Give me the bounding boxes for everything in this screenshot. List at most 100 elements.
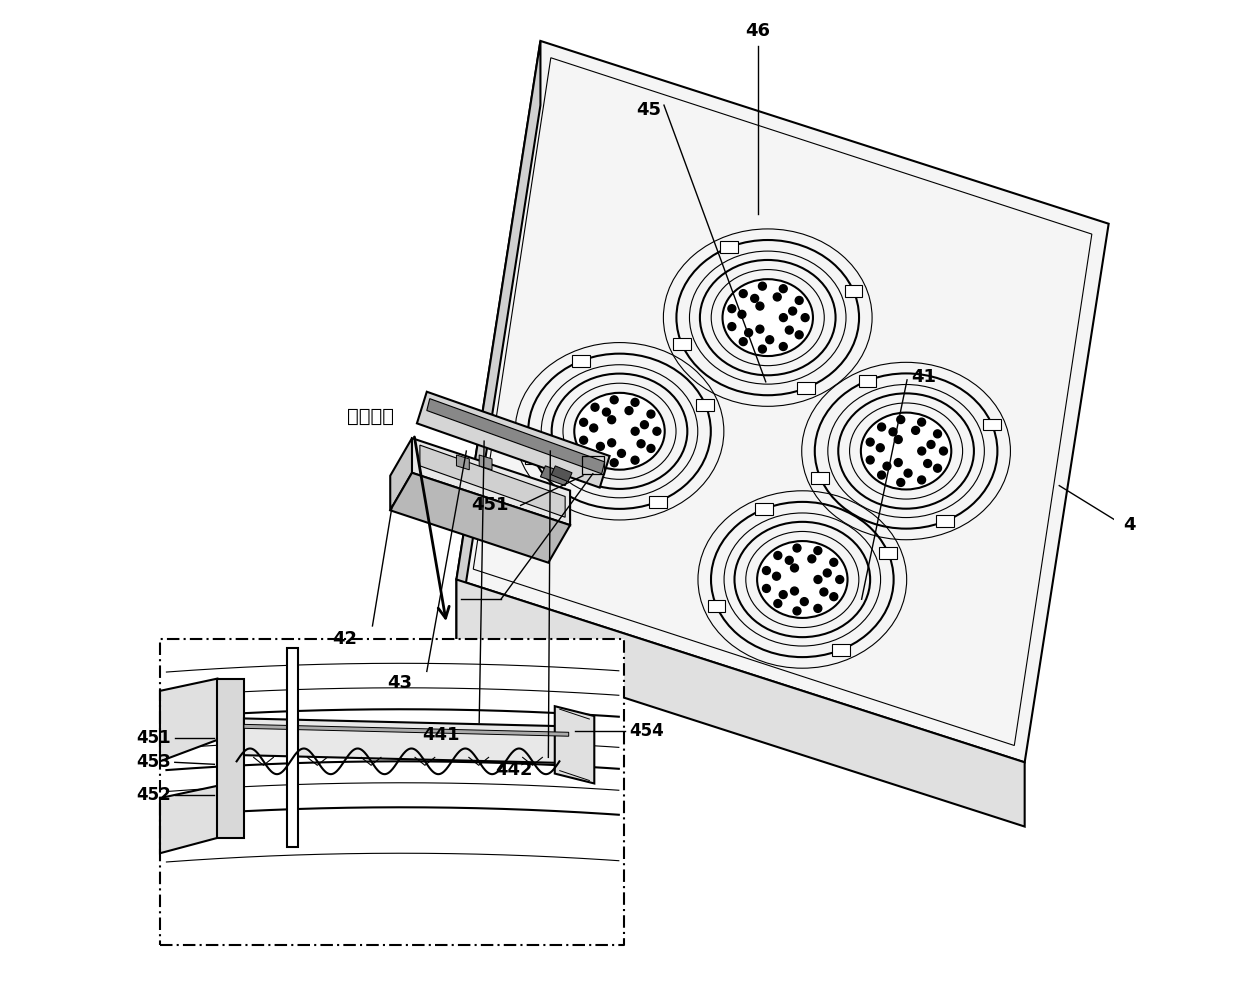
Circle shape	[637, 440, 646, 448]
Ellipse shape	[861, 412, 952, 490]
Circle shape	[647, 410, 655, 418]
Bar	[572, 355, 590, 367]
Polygon shape	[244, 718, 569, 763]
Circle shape	[641, 421, 648, 429]
Circle shape	[751, 294, 758, 302]
Circle shape	[774, 552, 782, 560]
Bar	[859, 375, 876, 386]
Text: 局部放大: 局部放大	[347, 407, 394, 426]
Circle shape	[774, 600, 782, 607]
Circle shape	[596, 442, 605, 450]
Circle shape	[793, 544, 800, 552]
Polygon shape	[456, 41, 1109, 762]
Circle shape	[895, 436, 902, 443]
Text: 4: 4	[1124, 516, 1136, 534]
Circle shape	[904, 469, 912, 477]
Circle shape	[740, 289, 747, 297]
Polygon shape	[244, 724, 569, 736]
Circle shape	[814, 547, 821, 555]
Circle shape	[897, 415, 904, 423]
Circle shape	[779, 314, 787, 321]
Circle shape	[924, 460, 932, 468]
Circle shape	[918, 447, 926, 455]
Circle shape	[653, 427, 660, 435]
Bar	[833, 644, 850, 656]
Circle shape	[927, 441, 935, 449]
Circle shape	[934, 464, 942, 472]
Circle shape	[766, 336, 773, 344]
Circle shape	[773, 572, 781, 580]
Bar	[525, 452, 543, 464]
Circle shape	[602, 408, 611, 416]
Text: 453: 453	[136, 753, 171, 771]
Circle shape	[866, 456, 875, 464]
Bar	[798, 383, 815, 393]
Polygon shape	[456, 455, 470, 470]
Text: 451: 451	[136, 728, 171, 746]
Circle shape	[895, 459, 902, 467]
Text: 451: 451	[471, 496, 509, 514]
Bar	[812, 472, 829, 484]
Circle shape	[793, 607, 800, 614]
Circle shape	[773, 293, 782, 301]
Circle shape	[631, 427, 639, 435]
Bar	[160, 639, 624, 945]
Polygon shape	[420, 445, 565, 517]
Text: 452: 452	[136, 786, 171, 804]
Circle shape	[814, 605, 821, 612]
Circle shape	[877, 423, 886, 431]
Polygon shape	[160, 786, 217, 853]
Ellipse shape	[722, 279, 813, 356]
Circle shape	[823, 569, 831, 577]
Text: 442: 442	[496, 761, 533, 779]
Circle shape	[786, 326, 793, 334]
Circle shape	[738, 310, 746, 318]
Circle shape	[790, 564, 798, 572]
Bar	[720, 242, 738, 254]
Bar	[755, 503, 773, 515]
Circle shape	[647, 445, 655, 453]
Circle shape	[758, 345, 767, 353]
Circle shape	[808, 555, 815, 563]
Polygon shape	[555, 707, 595, 784]
Polygon shape	[217, 679, 244, 838]
Circle shape	[727, 304, 736, 312]
Circle shape	[591, 451, 598, 459]
Circle shape	[762, 585, 771, 593]
Circle shape	[897, 479, 904, 487]
Bar	[673, 338, 691, 350]
Text: 41: 41	[911, 368, 935, 385]
Polygon shape	[160, 679, 217, 761]
Circle shape	[591, 403, 598, 411]
Text: 454: 454	[629, 721, 664, 739]
Text: 46: 46	[746, 22, 771, 40]
Circle shape	[934, 430, 942, 438]
Circle shape	[758, 282, 767, 290]
Circle shape	[890, 428, 897, 436]
Polygon shape	[426, 398, 605, 474]
Circle shape	[745, 329, 752, 337]
Circle shape	[789, 307, 797, 315]
Circle shape	[779, 343, 787, 351]
Circle shape	[912, 426, 919, 434]
Circle shape	[883, 462, 891, 470]
Circle shape	[802, 314, 809, 321]
Circle shape	[631, 398, 639, 406]
Circle shape	[795, 296, 803, 304]
Circle shape	[939, 447, 948, 455]
Bar	[707, 601, 725, 612]
Bar	[287, 648, 297, 847]
Circle shape	[836, 576, 844, 584]
Circle shape	[740, 338, 747, 346]
Circle shape	[727, 323, 736, 331]
Circle shape	[779, 284, 787, 292]
Circle shape	[790, 587, 798, 595]
Bar	[582, 456, 603, 474]
Circle shape	[800, 598, 808, 606]
Text: 43: 43	[387, 674, 413, 693]
Circle shape	[876, 444, 885, 452]
Bar	[935, 515, 954, 527]
Polygon shape	[390, 473, 570, 563]
Circle shape	[607, 416, 616, 424]
Circle shape	[624, 406, 633, 414]
